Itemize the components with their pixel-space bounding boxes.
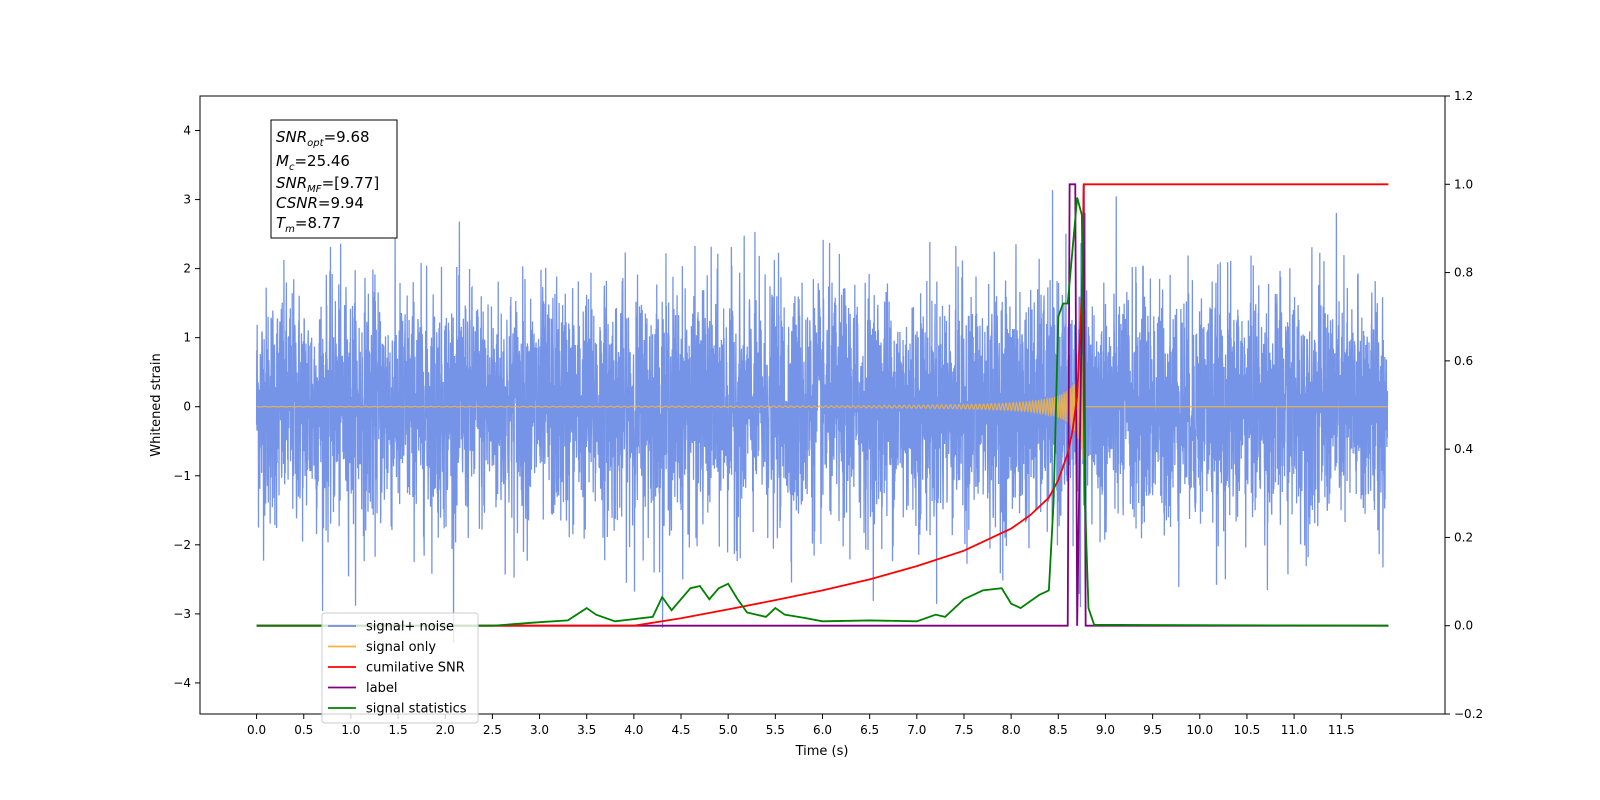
y-tick-label: −3: [173, 607, 191, 621]
y-tick-label: −2: [173, 538, 191, 552]
x-tick-label: 1.5: [389, 723, 408, 737]
x-tick-label: 6.0: [813, 723, 832, 737]
x-tick-label: 11.0: [1281, 723, 1308, 737]
annotation-snr-opt: SNRopt=9.68: [276, 128, 370, 149]
series-signal-statistics-line: [256, 197, 1389, 627]
annotation-mc-sub: c: [289, 162, 295, 173]
legend: signal+ noise signal only cumilative SNR la…: [321, 612, 479, 724]
x-tick-label: 8.0: [1002, 723, 1021, 737]
annotation-frame: [270, 119, 398, 239]
x-tick-label: 9.0: [1096, 723, 1115, 737]
legend-label: label: [366, 681, 397, 696]
y2-tick-label: 0.0: [1454, 619, 1473, 633]
x-tick-label: 5.5: [766, 723, 785, 737]
y2-tick-label: 0.2: [1454, 530, 1473, 544]
x-tick-label: 0.5: [294, 723, 313, 737]
y2-tick-label: 0.4: [1454, 442, 1473, 456]
x-axis-label: Time (s): [795, 744, 849, 759]
annotation-csnr-var: CSNR: [276, 194, 318, 212]
x-tick-label: 6.5: [860, 723, 879, 737]
annotation-csnr: CSNR=9.94: [276, 194, 364, 212]
plot-area: [255, 183, 1389, 643]
x-tick-label: 0.0: [247, 723, 266, 737]
x-tick-label: 1.0: [341, 723, 360, 737]
annotation-snr-opt-sub: opt: [307, 138, 324, 149]
y-tick-label: 2: [183, 262, 191, 276]
legend-label: cumilative SNR: [366, 661, 465, 676]
series-signal-noise-line: [255, 190, 1389, 643]
x-tick-label: 4.0: [624, 723, 643, 737]
x-tick-label: 2.0: [436, 723, 455, 737]
annotation-snr-mf: SNRMF=[9.77]: [276, 174, 379, 195]
x-tick-label: 4.5: [671, 723, 690, 737]
annotation-box: SNRopt=9.68 Mc=25.46 SNRMF=[9.77] CSNR=9…: [270, 119, 398, 239]
y-tick-label: 1: [183, 331, 191, 345]
x-tick-label: 3.0: [530, 723, 549, 737]
x-tick-label: 8.5: [1049, 723, 1068, 737]
annotation-mc-val: =25.46: [294, 152, 350, 170]
annotation-tm: Tm=8.77: [276, 214, 341, 235]
y2-tick-label: 0.6: [1454, 354, 1473, 368]
x-axis-ticks: 0.0 0.5 1.0 1.5 2.0 2.5 3.0 3.5 4.0 4.5 5.0 5.5 6.0 6…: [247, 714, 1355, 737]
y-tick-label: −4: [173, 676, 191, 690]
y-tick-label: 3: [183, 193, 191, 207]
annotation-tm-sub: m: [285, 224, 295, 235]
x-tick-label: 7.5: [954, 723, 973, 737]
y-tick-label: 0: [183, 400, 191, 414]
annotation-tm-var: T: [276, 214, 287, 232]
y2-tick-label: 1.0: [1454, 177, 1473, 191]
x-tick-label: 7.0: [907, 723, 926, 737]
y-axis-label: Whitened strain: [149, 353, 164, 456]
annotation-mc: Mc=25.46: [276, 152, 350, 173]
legend-label: signal only: [366, 640, 436, 655]
y2-tick-label: 1.2: [1454, 89, 1473, 103]
annotation-mc-var: M: [276, 152, 289, 170]
annotation-tm-val: =8.77: [295, 214, 341, 232]
annotation-csnr-val: =9.94: [318, 194, 364, 212]
x-tick-label: 5.0: [719, 723, 738, 737]
series-cumulative-snr-line: [256, 183, 1389, 627]
x-tick-label: 10.0: [1186, 723, 1213, 737]
x-tick-label: 2.5: [483, 723, 502, 737]
x-tick-label: 11.5: [1328, 723, 1355, 737]
x-tick-label: 3.5: [577, 723, 596, 737]
x-tick-label: 9.5: [1143, 723, 1162, 737]
y-tick-label: −1: [173, 469, 191, 483]
y-tick-label: 4: [183, 124, 191, 138]
x-tick-label: 10.5: [1234, 723, 1261, 737]
y-axis-ticks: −4 −3 −2 −1 0 1 2 3 4: [173, 124, 200, 690]
annotation-snr-mf-var: SNR: [276, 174, 307, 192]
annotation-snr-opt-var: SNR: [276, 128, 307, 146]
annotation-snr-opt-val: =9.68: [324, 128, 370, 146]
annotation-snr-mf-sub: MF: [307, 184, 322, 195]
y2-axis-ticks: −0.2 0.0 0.2 0.4 0.6 0.8 1.0 1.2: [1445, 89, 1483, 721]
legend-frame: [321, 612, 479, 724]
annotation-snr-mf-val: =[9.77]: [322, 174, 380, 192]
legend-label: signal statistics: [366, 702, 467, 717]
y2-tick-label: −0.2: [1454, 707, 1483, 721]
legend-label: signal+ noise: [366, 620, 454, 635]
series-signal-only-line: [256, 353, 1388, 461]
y2-tick-label: 0.8: [1454, 266, 1473, 280]
